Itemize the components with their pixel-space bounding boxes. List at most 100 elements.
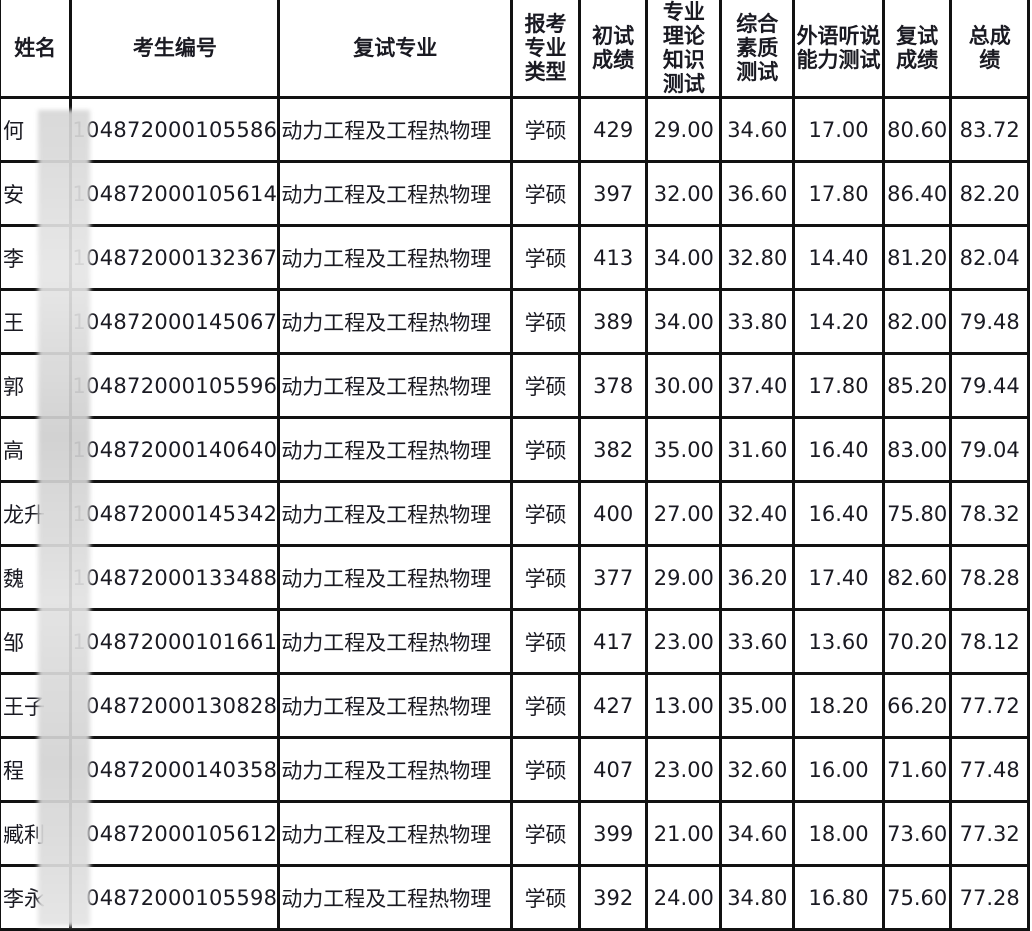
- cell-retest-score: 85.20: [881, 352, 953, 419]
- cell-language-test: 14.40: [792, 224, 885, 291]
- cell-total-score: 77.48: [949, 736, 1030, 803]
- cell-quality-test: 34.60: [719, 800, 796, 867]
- cell-degree-type: 学硕: [510, 288, 581, 355]
- cell-language-test: 17.80: [792, 352, 885, 419]
- cell-total-score: 82.04: [949, 224, 1030, 291]
- cell-major: 动力工程及工程热物理: [277, 672, 514, 739]
- header-retest-score: 复试成绩: [881, 0, 953, 99]
- table-row: 王子 04872000130828 动力工程及工程热物理 学硕 427 13.00 35.0…: [0, 672, 1030, 739]
- cell-language-test: 16.40: [792, 480, 885, 547]
- cell-prelim-score: 427: [577, 672, 649, 739]
- cell-candidate-id: 104872000105586: [69, 96, 281, 163]
- cell-theory-test: 32.00: [645, 160, 723, 227]
- cell-language-test: 16.80: [792, 864, 885, 931]
- cell-major: 动力工程及工程热物理: [277, 416, 514, 483]
- cell-prelim-score: 397: [577, 160, 649, 227]
- cell-candidate-id: 104872000145067: [69, 288, 281, 355]
- cell-total-score: 78.28: [949, 544, 1030, 611]
- cell-prelim-score: 400: [577, 480, 649, 547]
- header-theory-test: 专业理论知识测试: [645, 0, 723, 99]
- cell-language-test: 18.00: [792, 800, 885, 867]
- cell-prelim-score: 399: [577, 800, 649, 867]
- header-row: 姓名 考生编号 复试专业 报考专业类型 初试成绩 专业理论知识测试 综合素质测试 外语听说能力…: [0, 0, 1030, 99]
- cell-prelim-score: 417: [577, 608, 649, 675]
- cell-theory-test: 27.00: [645, 480, 723, 547]
- cell-major: 动力工程及工程热物理: [277, 864, 514, 931]
- cell-candidate-id: 04872000105612: [69, 800, 281, 867]
- cell-degree-type: 学硕: [510, 96, 581, 163]
- cell-retest-score: 70.20: [881, 608, 953, 675]
- header-total-score: 总成绩: [949, 0, 1030, 99]
- table-row: 邹 104872000101661 动力工程及工程热物理 学硕 417 23.00 33.6…: [0, 608, 1030, 675]
- cell-retest-score: 82.00: [881, 288, 953, 355]
- cell-degree-type: 学硕: [510, 672, 581, 739]
- cell-major: 动力工程及工程热物理: [277, 160, 514, 227]
- cell-degree-type: 学硕: [510, 480, 581, 547]
- header-text: 复试成绩: [896, 24, 939, 72]
- table-row: 王 104872000145067 动力工程及工程热物理 学硕 389 34.00 33.8…: [0, 288, 1030, 355]
- table-row: 李永 04872000105598 动力工程及工程热物理 学硕 392 24.00 34.8…: [0, 864, 1030, 931]
- cell-major: 动力工程及工程热物理: [277, 480, 514, 547]
- cell-theory-test: 24.00: [645, 864, 723, 931]
- cell-prelim-score: 377: [577, 544, 649, 611]
- cell-degree-type: 学硕: [510, 864, 581, 931]
- cell-theory-test: 34.00: [645, 288, 723, 355]
- header-major: 复试专业: [277, 0, 514, 99]
- cell-theory-test: 21.00: [645, 800, 723, 867]
- cell-candidate-id: 104872000133488: [69, 544, 281, 611]
- cell-total-score: 77.72: [949, 672, 1030, 739]
- cell-quality-test: 32.80: [719, 224, 796, 291]
- cell-theory-test: 23.00: [645, 736, 723, 803]
- cell-quality-test: 32.40: [719, 480, 796, 547]
- cell-quality-test: 35.00: [719, 672, 796, 739]
- cell-quality-test: 33.60: [719, 608, 796, 675]
- cell-total-score: 82.20: [949, 160, 1030, 227]
- cell-candidate-id: 104872000105614: [69, 160, 281, 227]
- cell-retest-score: 86.40: [881, 160, 953, 227]
- cell-degree-type: 学硕: [510, 416, 581, 483]
- cell-retest-score: 83.00: [881, 416, 953, 483]
- cell-candidate-id: 104872000140640: [69, 416, 281, 483]
- table-row: 龙升 104872000145342 动力工程及工程热物理 学硕 400 27.00 32.…: [0, 480, 1030, 547]
- cell-retest-score: 81.20: [881, 224, 953, 291]
- cell-retest-score: 75.60: [881, 864, 953, 931]
- cell-language-test: 14.20: [792, 288, 885, 355]
- cell-prelim-score: 429: [577, 96, 649, 163]
- cell-total-score: 79.44: [949, 352, 1030, 419]
- cell-retest-score: 80.60: [881, 96, 953, 163]
- cell-total-score: 78.12: [949, 608, 1030, 675]
- cell-major: 动力工程及工程热物理: [277, 352, 514, 419]
- cell-prelim-score: 378: [577, 352, 649, 419]
- cell-retest-score: 75.80: [881, 480, 953, 547]
- cell-language-test: 17.40: [792, 544, 885, 611]
- table-row: 高 104872000140640 动力工程及工程热物理 学硕 382 35.00 31.6…: [0, 416, 1030, 483]
- redaction-mosaic: [38, 110, 90, 926]
- cell-prelim-score: 389: [577, 288, 649, 355]
- cell-total-score: 79.04: [949, 416, 1030, 483]
- cell-language-test: 16.00: [792, 736, 885, 803]
- cell-major: 动力工程及工程热物理: [277, 224, 514, 291]
- cell-prelim-score: 407: [577, 736, 649, 803]
- cell-candidate-id: 104872000145342: [69, 480, 281, 547]
- cell-retest-score: 73.60: [881, 800, 953, 867]
- cell-degree-type: 学硕: [510, 736, 581, 803]
- cell-theory-test: 35.00: [645, 416, 723, 483]
- cell-language-test: 17.80: [792, 160, 885, 227]
- cell-quality-test: 33.80: [719, 288, 796, 355]
- header-text: 外语听说能力测试: [796, 24, 881, 72]
- table-row: 安 104872000105614 动力工程及工程热物理 学硕 397 32.00 36.6…: [0, 160, 1030, 227]
- cell-candidate-id: 04872000105598: [69, 864, 281, 931]
- cell-retest-score: 82.60: [881, 544, 953, 611]
- cell-prelim-score: 392: [577, 864, 649, 931]
- header-degree-type: 报考专业类型: [510, 0, 581, 99]
- cell-quality-test: 34.80: [719, 864, 796, 931]
- cell-language-test: 18.20: [792, 672, 885, 739]
- header-text: 专业理论知识测试: [662, 0, 705, 96]
- cell-candidate-id: 104872000132367: [69, 224, 281, 291]
- cell-degree-type: 学硕: [510, 224, 581, 291]
- header-quality-test: 综合素质测试: [719, 0, 796, 99]
- cell-total-score: 78.32: [949, 480, 1030, 547]
- header-text: 综合素质测试: [736, 12, 779, 84]
- cell-quality-test: 34.60: [719, 96, 796, 163]
